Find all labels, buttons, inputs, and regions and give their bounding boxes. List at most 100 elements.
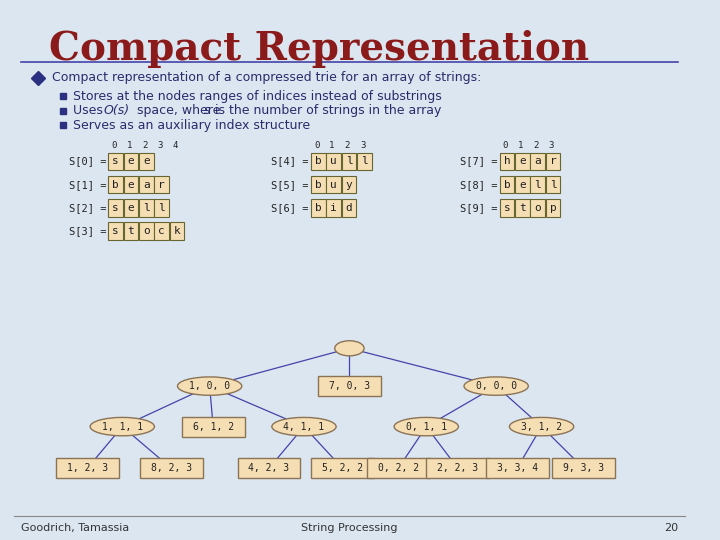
Text: 0: 0 [503,140,508,150]
Text: t: t [127,226,135,236]
Text: String Processing: String Processing [301,523,397,533]
Text: b: b [315,157,322,166]
Text: 0, 2, 2: 0, 2, 2 [378,463,419,473]
Text: 2: 2 [142,140,148,150]
FancyBboxPatch shape [367,458,430,478]
Text: 3: 3 [360,140,365,150]
FancyBboxPatch shape [326,199,341,217]
Text: y: y [346,180,352,190]
Text: s: s [112,203,119,213]
Text: k: k [174,226,181,236]
Text: p: p [550,203,557,213]
Text: s: s [112,226,119,236]
Text: u: u [330,157,337,166]
Text: e: e [127,157,135,166]
Text: a: a [143,180,150,190]
FancyBboxPatch shape [500,153,514,170]
Text: Uses: Uses [73,104,107,117]
Text: 4, 1, 1: 4, 1, 1 [284,422,325,431]
Text: 20: 20 [664,523,678,533]
Text: b: b [315,180,322,190]
FancyBboxPatch shape [500,199,514,217]
FancyBboxPatch shape [139,176,154,193]
FancyBboxPatch shape [357,153,372,170]
Text: 4: 4 [173,140,178,150]
FancyBboxPatch shape [342,153,356,170]
FancyBboxPatch shape [124,222,138,240]
FancyBboxPatch shape [108,222,123,240]
FancyBboxPatch shape [124,176,138,193]
FancyBboxPatch shape [546,153,560,170]
FancyBboxPatch shape [311,153,325,170]
FancyBboxPatch shape [531,153,545,170]
FancyBboxPatch shape [515,199,530,217]
Text: Stores at the nodes ranges of indices instead of substrings: Stores at the nodes ranges of indices in… [73,90,442,103]
FancyBboxPatch shape [318,376,381,396]
FancyBboxPatch shape [546,199,560,217]
Text: is the number of strings in the array: is the number of strings in the array [211,104,441,117]
Text: S[5] =: S[5] = [271,180,309,190]
Text: 6, 1, 2: 6, 1, 2 [192,422,234,431]
Text: 0, 1, 1: 0, 1, 1 [405,422,447,431]
Ellipse shape [335,341,364,356]
Text: 0, 0, 0: 0, 0, 0 [476,381,517,391]
FancyBboxPatch shape [486,458,549,478]
Text: o: o [143,226,150,236]
FancyBboxPatch shape [238,458,300,478]
Text: 0: 0 [111,140,117,150]
Text: e: e [127,203,135,213]
FancyBboxPatch shape [311,199,325,217]
FancyBboxPatch shape [181,417,245,436]
FancyBboxPatch shape [124,153,138,170]
FancyBboxPatch shape [108,153,123,170]
Text: S[4] =: S[4] = [271,157,309,166]
Text: 4, 2, 3: 4, 2, 3 [248,463,289,473]
Text: h: h [503,157,510,166]
FancyBboxPatch shape [531,199,545,217]
Text: 1: 1 [518,140,523,150]
Text: 3, 3, 4: 3, 3, 4 [497,463,538,473]
Ellipse shape [394,417,459,436]
Text: 1: 1 [127,140,132,150]
Text: 7, 0, 3: 7, 0, 3 [329,381,370,391]
Text: 3: 3 [549,140,554,150]
FancyBboxPatch shape [154,199,169,217]
Text: e: e [143,157,150,166]
Text: d: d [346,203,352,213]
Text: 9, 3, 3: 9, 3, 3 [563,463,604,473]
FancyBboxPatch shape [426,458,489,478]
Text: 1, 2, 3: 1, 2, 3 [67,463,108,473]
FancyBboxPatch shape [140,458,202,478]
Text: 1, 0, 0: 1, 0, 0 [189,381,230,391]
Text: O(s): O(s) [104,104,130,117]
Text: 0: 0 [314,140,319,150]
Ellipse shape [272,417,336,436]
FancyBboxPatch shape [326,176,341,193]
Text: s: s [204,104,210,117]
FancyBboxPatch shape [139,199,154,217]
Text: S[3] =: S[3] = [68,226,107,236]
Text: e: e [519,157,526,166]
FancyBboxPatch shape [531,176,545,193]
FancyBboxPatch shape [342,199,356,217]
FancyBboxPatch shape [515,176,530,193]
FancyBboxPatch shape [139,222,154,240]
FancyBboxPatch shape [170,222,184,240]
Text: t: t [519,203,526,213]
Text: l: l [550,180,557,190]
FancyBboxPatch shape [500,176,514,193]
FancyBboxPatch shape [124,199,138,217]
FancyBboxPatch shape [154,222,169,240]
FancyBboxPatch shape [546,176,560,193]
Text: S[2] =: S[2] = [68,203,107,213]
Ellipse shape [510,417,574,436]
FancyBboxPatch shape [108,199,123,217]
Text: 1: 1 [329,140,335,150]
Text: l: l [361,157,368,166]
Text: l: l [158,203,165,213]
Text: b: b [503,180,510,190]
FancyBboxPatch shape [154,176,169,193]
FancyBboxPatch shape [515,153,530,170]
Text: 1, 1, 1: 1, 1, 1 [102,422,143,431]
FancyBboxPatch shape [342,176,356,193]
